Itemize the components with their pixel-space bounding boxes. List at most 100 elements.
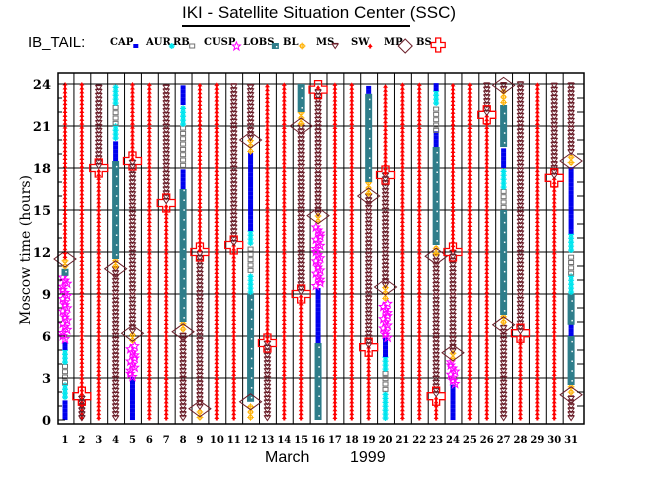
sw-point (214, 313, 220, 319)
sw-arrow (349, 341, 355, 347)
sw-point (467, 384, 473, 390)
sw-arrow (298, 301, 304, 307)
sw-arrow (416, 321, 422, 327)
sw-point (467, 262, 473, 268)
sw-arrow (484, 364, 490, 370)
cap-point (450, 404, 456, 409)
sw-arrow (146, 148, 152, 154)
cap-dot (129, 384, 135, 389)
sw-arrow (467, 399, 473, 405)
sw-arrow (416, 329, 422, 335)
sw-point (433, 399, 439, 405)
sw-point (399, 301, 405, 307)
sw-arrow (146, 297, 152, 303)
sw-point (332, 395, 338, 401)
sw-arrow (214, 301, 220, 307)
sw-arrow (62, 223, 68, 229)
sw-point (79, 376, 85, 382)
bs-cross (156, 193, 176, 213)
sw-point (264, 299, 270, 305)
sw-point (349, 113, 355, 119)
rb-square (433, 117, 440, 123)
sw-arrow (467, 352, 473, 358)
sw-arrow (332, 105, 338, 111)
sw-point (416, 145, 422, 151)
cap-point (366, 89, 372, 94)
sw-point (62, 242, 68, 248)
sw-arrow (383, 143, 389, 149)
sw-point (332, 415, 338, 421)
sw-point (349, 227, 355, 233)
sw-point (484, 364, 490, 370)
sw-arrow (332, 278, 338, 284)
sw-arrow (484, 172, 490, 178)
sw-arrow (214, 188, 220, 194)
sw-arrow (450, 126, 456, 132)
sw-arrow (214, 172, 220, 178)
sw-point (146, 121, 152, 127)
sw-arrow (62, 191, 68, 197)
ms-point (179, 332, 188, 340)
sw-point (484, 360, 490, 366)
sw-arrow (146, 98, 152, 104)
sw-arrow (484, 129, 490, 135)
sw-arrow (163, 254, 169, 260)
sw-arrow (450, 114, 456, 120)
sw-arrow (450, 184, 456, 190)
sw-point (281, 348, 287, 354)
sw-arrow (79, 372, 85, 378)
sw-point (281, 141, 287, 147)
sw-point (214, 286, 220, 292)
cusp-point (124, 368, 136, 379)
sw-point (79, 199, 85, 205)
sw-arrow (416, 368, 422, 374)
sw-point (349, 403, 355, 409)
sw-point (332, 227, 338, 233)
sw-point (399, 98, 405, 104)
sw-arrow (163, 376, 169, 382)
sw-arrow (416, 172, 422, 178)
segment-cap (433, 83, 439, 92)
sw-point (383, 127, 389, 133)
sw-point (298, 309, 304, 315)
sw-arrow (96, 388, 102, 394)
sw-point (349, 341, 355, 347)
sw-point (146, 309, 152, 315)
sw-point (79, 211, 85, 217)
sw-point (399, 160, 405, 166)
cap-dot (248, 227, 254, 232)
sw-point (79, 305, 85, 311)
segment-rb (112, 104, 119, 126)
sw-point (349, 274, 355, 280)
sw-arrow (416, 121, 422, 127)
sw-arrow (197, 145, 203, 151)
sw-point (281, 223, 287, 229)
sw-arrow (467, 258, 473, 264)
sw-arrow (163, 411, 169, 417)
sw-point (349, 180, 355, 186)
cusp-point (382, 310, 394, 321)
sw-arrow (146, 384, 152, 390)
sw-arrow (298, 388, 304, 394)
sw-point (416, 86, 422, 92)
sw-point (264, 185, 270, 191)
sw-arrow (146, 415, 152, 421)
sw-point (231, 376, 237, 382)
sw-arrow (332, 231, 338, 237)
sw-arrow (467, 192, 473, 198)
sw-arrow (332, 129, 338, 135)
sw-point (349, 415, 355, 421)
sw-point (450, 86, 456, 92)
sw-point (214, 164, 220, 170)
sw-point (146, 411, 152, 417)
cap-dot (366, 89, 372, 94)
sw-arrow (146, 101, 152, 107)
sw-point (484, 243, 490, 249)
sw-arrow (214, 184, 220, 190)
sw-point (264, 330, 270, 336)
sw-arrow (484, 180, 490, 186)
sw-point (129, 152, 135, 158)
sw-point (349, 364, 355, 370)
sw-point (163, 399, 169, 405)
sw-arrow (264, 311, 270, 317)
